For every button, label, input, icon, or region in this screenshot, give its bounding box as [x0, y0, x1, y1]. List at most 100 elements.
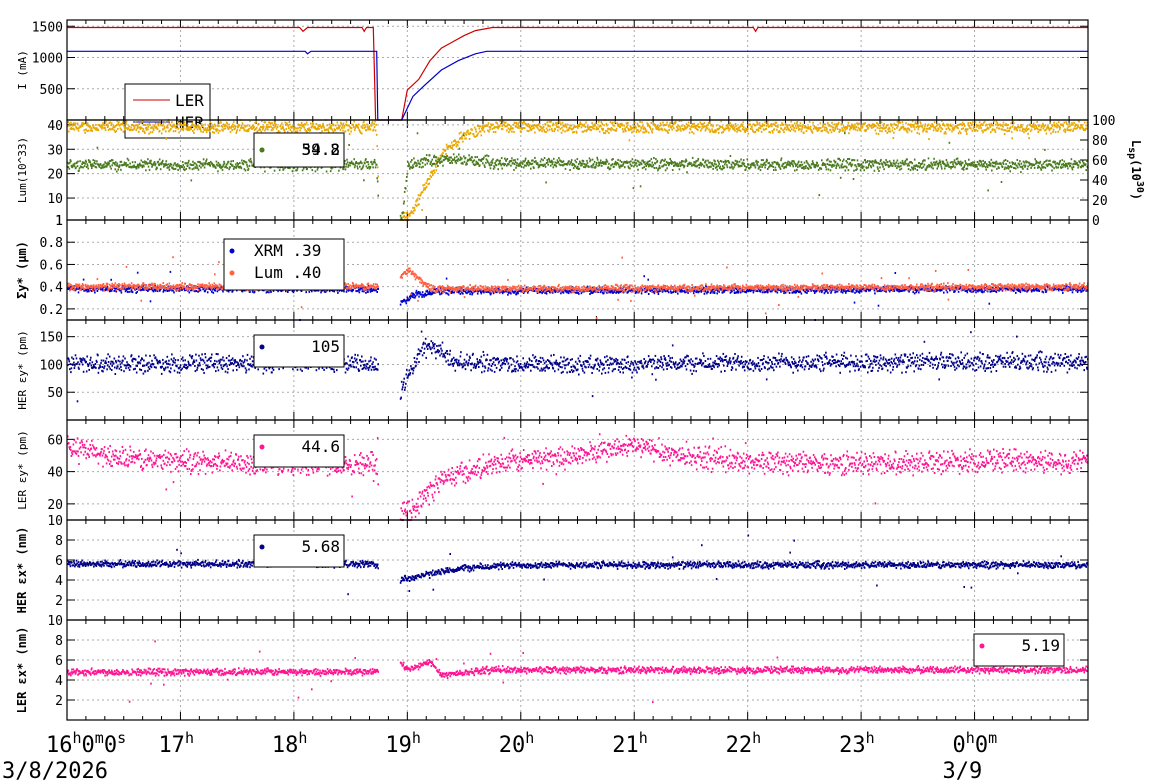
data-point	[828, 160, 831, 163]
data-point	[152, 163, 155, 166]
data-point	[182, 168, 185, 171]
data-point	[180, 124, 183, 127]
data-point	[99, 125, 102, 128]
data-point	[136, 290, 138, 293]
data-point	[234, 127, 236, 130]
data-point	[480, 160, 483, 162]
data-point	[429, 163, 432, 166]
data-point	[324, 128, 326, 131]
data-point	[451, 162, 453, 164]
data-point	[728, 161, 731, 164]
data-point	[764, 166, 766, 169]
data-point	[154, 126, 156, 129]
data-point	[731, 126, 734, 129]
data-point	[337, 291, 339, 294]
data-point	[923, 127, 926, 130]
data-point	[153, 161, 156, 163]
data-point	[463, 134, 466, 137]
data-point	[581, 123, 583, 126]
data-point	[190, 179, 193, 182]
data-point	[547, 163, 549, 166]
data-point	[543, 157, 546, 159]
data-point	[731, 165, 733, 168]
data-point	[311, 126, 313, 129]
data-point	[956, 157, 959, 160]
data-point	[808, 127, 810, 130]
data-point	[926, 124, 929, 127]
data-point	[1050, 127, 1053, 130]
data-point	[726, 123, 729, 126]
data-point	[1071, 122, 1073, 125]
data-point	[411, 211, 414, 214]
data-point	[415, 200, 417, 203]
data-point	[823, 123, 825, 126]
data-point	[523, 160, 525, 163]
data-point	[914, 121, 917, 124]
data-point	[889, 130, 891, 133]
data-point	[261, 126, 264, 129]
data-point	[138, 166, 140, 169]
data-point	[1003, 159, 1005, 162]
data-point	[234, 166, 236, 169]
data-point	[224, 123, 226, 126]
data-point	[310, 122, 312, 125]
data-point	[194, 162, 196, 165]
data-point	[375, 133, 378, 136]
data-point	[122, 285, 124, 288]
data-point	[500, 157, 503, 159]
data-point	[958, 130, 961, 133]
data-point	[501, 167, 503, 170]
data-point	[247, 130, 250, 132]
data-point	[815, 127, 818, 130]
data-point	[77, 127, 79, 130]
data-point	[735, 162, 738, 165]
data-point	[114, 163, 116, 166]
data-point	[133, 126, 136, 129]
data-point	[562, 164, 564, 167]
data-point	[552, 161, 554, 164]
data-point	[619, 159, 621, 162]
data-point	[667, 161, 669, 164]
data-point	[1005, 163, 1007, 166]
data-point	[180, 288, 182, 291]
data-point	[1047, 163, 1050, 166]
data-point	[361, 127, 364, 129]
data-point	[131, 161, 134, 164]
data-point	[840, 166, 843, 169]
data-point	[878, 127, 881, 130]
data-point	[249, 290, 251, 293]
data-point	[1005, 124, 1008, 127]
data-point	[1027, 165, 1029, 168]
data-point	[807, 127, 809, 130]
data-point	[803, 126, 806, 129]
data-point	[1000, 124, 1002, 127]
data-point	[87, 159, 90, 162]
data-point	[806, 166, 809, 169]
data-point	[1086, 121, 1089, 124]
data-point	[300, 122, 303, 125]
data-point	[883, 168, 885, 171]
data-point	[716, 159, 719, 162]
data-point	[181, 124, 184, 126]
data-point	[132, 128, 134, 131]
data-point	[336, 121, 339, 124]
data-point	[1051, 165, 1054, 168]
data-point	[238, 124, 241, 127]
data-point	[802, 166, 805, 169]
data-point	[246, 165, 249, 168]
data-point	[948, 165, 950, 168]
data-point	[125, 165, 128, 168]
data-point	[651, 165, 653, 168]
data-point	[856, 122, 858, 125]
data-point	[435, 169, 438, 172]
data-point	[817, 128, 820, 131]
data-point	[624, 128, 626, 131]
data-point	[648, 124, 651, 127]
data-point	[353, 128, 356, 131]
data-point	[164, 289, 167, 292]
data-point	[549, 164, 552, 167]
data-point	[679, 125, 681, 128]
data-point	[508, 163, 510, 166]
data-point	[862, 165, 865, 168]
